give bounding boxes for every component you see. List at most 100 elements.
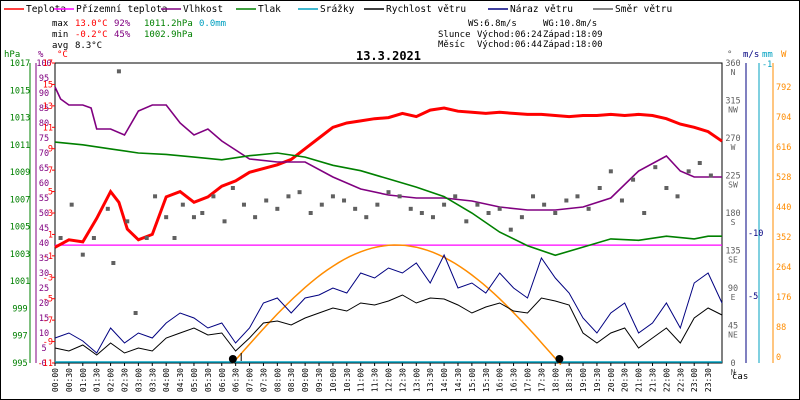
wind-direction-point bbox=[200, 211, 205, 215]
moon-label: Měsíc bbox=[438, 40, 465, 50]
tick-hpa: 1009 bbox=[10, 168, 30, 178]
axis-unit-hpa: hPa bbox=[4, 50, 20, 60]
tick-hpa: 997 bbox=[12, 332, 27, 342]
wind-direction-point bbox=[608, 169, 613, 174]
wind-direction-point bbox=[408, 206, 413, 211]
sun-set: Západ:18:09 bbox=[543, 30, 603, 40]
wind-direction-point bbox=[419, 211, 424, 215]
wind-direction-point bbox=[586, 206, 591, 211]
tick-dir-letter: SE bbox=[728, 256, 738, 265]
tick-hpa: 1017 bbox=[10, 59, 30, 69]
tick-c: 3 bbox=[48, 209, 53, 219]
tick-x-label: 01:00 bbox=[79, 368, 88, 392]
wind-direction-point bbox=[642, 211, 647, 215]
tick-pct: 25 bbox=[39, 284, 49, 294]
wind-direction-point bbox=[686, 169, 691, 174]
legend-label-2: Vlhkost bbox=[183, 4, 223, 15]
tick-hpa: 1013 bbox=[10, 114, 30, 124]
wind-direction-point bbox=[241, 202, 246, 207]
tick-x-label: 00:00 bbox=[51, 368, 60, 392]
wind-direction-point bbox=[342, 198, 347, 203]
tick-x-label: 23:00 bbox=[690, 368, 699, 392]
stat-avg-temp: 8.3°C bbox=[75, 41, 102, 51]
stat-max-hum: 92% bbox=[114, 19, 131, 29]
tick-pct: 95 bbox=[39, 74, 49, 84]
tick-x-label: 19:30 bbox=[593, 368, 602, 392]
tick-x-label: 22:00 bbox=[662, 368, 671, 392]
solar-radiation-curve bbox=[232, 244, 562, 366]
tick-x-label: 05:00 bbox=[190, 368, 199, 392]
tick-pct: 15 bbox=[39, 314, 49, 324]
wind-direction-point bbox=[297, 190, 302, 195]
tick-x-label: 16:30 bbox=[510, 368, 519, 392]
wind-direction-point bbox=[222, 219, 227, 224]
stat-max-label: max bbox=[52, 19, 69, 29]
tick-dir: 315 bbox=[725, 97, 740, 107]
tick-c: 11 bbox=[43, 123, 53, 133]
legend-label-4: Srážky bbox=[320, 4, 355, 15]
tick-w: 176 bbox=[776, 293, 791, 303]
tick-x-label: 06:00 bbox=[218, 368, 227, 392]
wind-direction-point bbox=[264, 198, 269, 203]
tick-pct: 5 bbox=[41, 344, 46, 354]
series-line-1 bbox=[54, 86, 722, 211]
stat-min-hum: 45% bbox=[114, 30, 131, 40]
tick-c: 9 bbox=[48, 145, 53, 155]
tick-x-label: 13:30 bbox=[426, 368, 435, 392]
axis-unit-c: °C bbox=[57, 50, 68, 60]
tick-x-label: 00:30 bbox=[65, 368, 74, 392]
tick-c: 7 bbox=[48, 166, 53, 176]
tick-x-label: 10:00 bbox=[329, 368, 338, 392]
sunrise-marker bbox=[228, 355, 237, 363]
tick-dir-letter: NW bbox=[728, 106, 738, 115]
wind-direction-point bbox=[91, 236, 96, 240]
stat-min-label: min bbox=[52, 30, 68, 40]
tick-w: 352 bbox=[776, 233, 791, 243]
wind-direction-point bbox=[180, 202, 185, 207]
tick-x-label: 13:00 bbox=[412, 368, 421, 392]
tick-pct: 75 bbox=[39, 134, 49, 144]
tick-dir: 360 bbox=[725, 59, 740, 69]
tick-dir: 45 bbox=[728, 322, 738, 332]
tick-hpa: 995 bbox=[12, 359, 27, 369]
wind-direction-point bbox=[375, 202, 380, 207]
wind-direction-point bbox=[286, 194, 291, 199]
tick-x-label: 21:00 bbox=[635, 368, 644, 392]
wind-direction-point bbox=[211, 194, 216, 199]
tick-pct: 80 bbox=[39, 119, 49, 129]
wind-direction-point bbox=[597, 186, 602, 190]
axis-unit-ms: m/s bbox=[743, 50, 759, 60]
legend-label-5: Rychlost větru bbox=[386, 4, 466, 15]
wind-direction-point bbox=[453, 194, 458, 199]
wind-direction-point bbox=[105, 206, 110, 211]
tick-hpa: 1011 bbox=[10, 141, 30, 151]
tick-x-label: 04:30 bbox=[176, 368, 185, 392]
axis-unit-mm: mm bbox=[762, 50, 773, 60]
tick-pct: 55 bbox=[39, 194, 49, 204]
tick-x-label: 17:00 bbox=[523, 368, 532, 392]
tick-x-label: 14:00 bbox=[440, 368, 449, 392]
tick-pct: 30 bbox=[39, 269, 49, 279]
tick-c: 13 bbox=[43, 102, 53, 112]
tick-x-label: 02:00 bbox=[107, 368, 116, 392]
stat-max-rain: 0.0mm bbox=[199, 19, 226, 29]
wind-direction-point bbox=[564, 198, 569, 203]
tick-x-label: 05:30 bbox=[204, 368, 213, 392]
tick-x-label: 03:00 bbox=[134, 368, 143, 392]
tick-w: 616 bbox=[776, 143, 791, 153]
wind-direction-point bbox=[531, 194, 536, 199]
tick-w: 264 bbox=[776, 263, 791, 273]
tick-hpa: 1007 bbox=[10, 195, 30, 205]
tick-pct: 10 bbox=[39, 329, 49, 339]
tick-pct: 20 bbox=[39, 299, 49, 309]
tick-c: 1 bbox=[48, 230, 53, 240]
wind-direction-point bbox=[519, 215, 524, 220]
tick-c: -9 bbox=[43, 338, 53, 348]
moon-set: Západ:18:00 bbox=[543, 40, 603, 50]
tick-hpa: 1001 bbox=[10, 277, 30, 287]
wind-direction-point bbox=[330, 194, 335, 199]
tick-c: -11 bbox=[38, 359, 53, 369]
wind-direction-point bbox=[319, 202, 324, 207]
tick-dir: 90 bbox=[728, 284, 738, 294]
